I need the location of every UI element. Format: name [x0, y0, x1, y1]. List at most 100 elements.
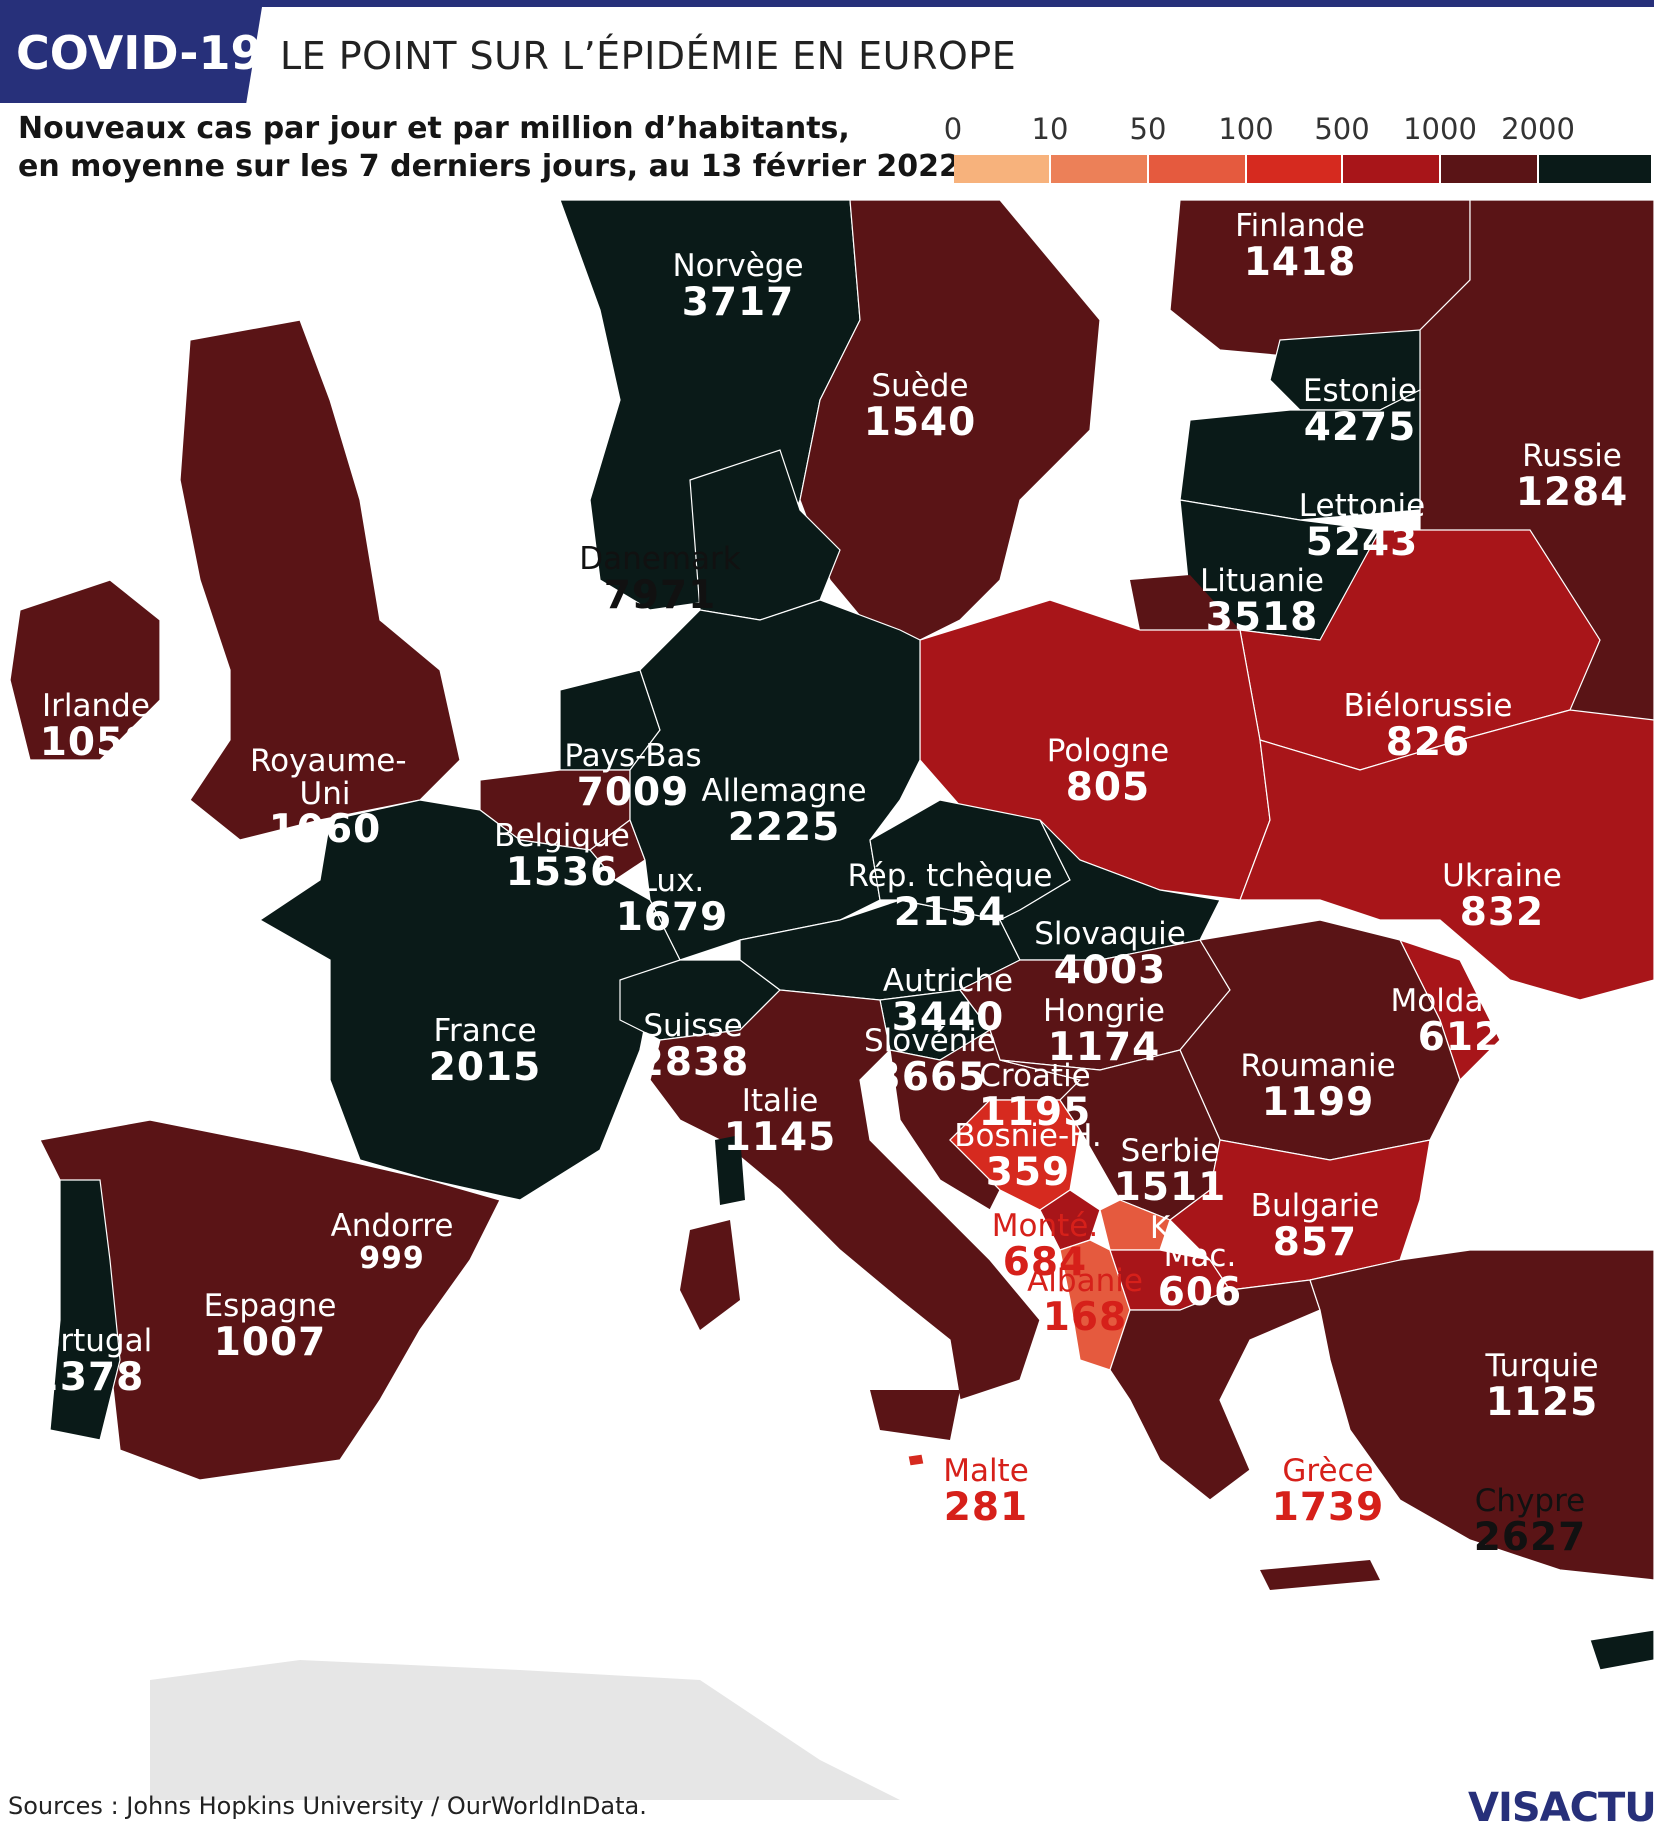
country-name: Croatie: [979, 1058, 1091, 1094]
region-corse: [715, 1135, 745, 1205]
country-name: Albanie: [1027, 1263, 1143, 1299]
country-value: 7971: [603, 572, 717, 618]
label-grece: Grèce 1739: [1272, 1455, 1385, 1528]
region-montenegro: [1039, 1189, 1101, 1251]
country-value: 7009: [576, 769, 690, 815]
source-note: Sources : Johns Hopkins University / Our…: [8, 1792, 647, 1820]
label-lituanie: Lituanie 3518: [1200, 565, 1324, 638]
country-value: 832: [1459, 889, 1545, 935]
country-name: Belgique: [494, 818, 630, 854]
region-malte: [907, 1453, 925, 1467]
label-royaume-uni: Royaume-Uni 1060: [250, 743, 407, 853]
legend-tick-2: 50: [1129, 112, 1167, 146]
country-name: Pologne: [1046, 733, 1170, 769]
legend-swatch-4: [1343, 155, 1439, 183]
label-irlande: Irlande 1058: [40, 690, 153, 763]
country-name: Turquie: [1485, 1348, 1599, 1384]
label-autriche: Autriche 3440: [883, 965, 1013, 1038]
country-name: Norvège: [672, 248, 804, 284]
label-norvege: Norvège 3717: [672, 250, 803, 323]
legend-tick-0: 0: [943, 112, 963, 146]
label-ukraine: Ukraine 832: [1442, 860, 1562, 933]
country-value: 606: [1157, 1269, 1243, 1315]
label-slovaquie: Slovaquie 4003: [1034, 918, 1186, 991]
country-name: Mac.: [1163, 1238, 1237, 1274]
country-value: 3518: [1205, 594, 1319, 640]
region-france: [258, 799, 681, 1201]
map-area: Norvège 3717 Suède 1540 Finlande 1418 Estonie 4…: [0, 200, 1654, 1800]
country-name: Finlande: [1235, 208, 1365, 244]
country-value: 1418: [1243, 239, 1357, 285]
country-name: Moldavie: [1390, 983, 1530, 1019]
country-name: Rép. tchèque: [847, 858, 1053, 894]
country-name: Lettonie: [1298, 488, 1426, 524]
region-ukraine: [1239, 709, 1654, 1001]
country-name: Danemark: [579, 541, 741, 577]
region-sicile: [870, 1390, 960, 1440]
page-title: LE POINT SUR L’ÉPIDÉMIE EN EUROPE: [280, 34, 1017, 78]
label-danemark: Danemark 7971: [579, 543, 740, 616]
country-value: 281: [943, 1484, 1029, 1530]
country-value: 805: [1065, 764, 1151, 810]
label-suede: Suède 1540: [864, 370, 977, 443]
country-name: Roumanie: [1240, 1048, 1396, 1084]
label-bielorussie: Biélorussie 826: [1344, 690, 1513, 763]
legend-tick-6: 2000: [1501, 112, 1575, 146]
country-name: Grèce: [1282, 1453, 1374, 1489]
country-value: 1195: [978, 1089, 1092, 1135]
legend-swatch-5: [1441, 155, 1537, 183]
region-sardaigne: [680, 1220, 740, 1330]
country-value: 1125: [1485, 1379, 1599, 1425]
country-value: 4003: [1053, 947, 1167, 993]
label-allemagne: Allemagne 2225: [701, 775, 866, 848]
country-value: 2015: [428, 1044, 542, 1090]
region-kosovo: [1099, 1199, 1171, 1251]
label-bosnie: Bosnie-H. 359: [954, 1120, 1102, 1193]
label-suisse: Suisse 2838: [637, 1010, 750, 1083]
region-kaliningrad: [1130, 575, 1240, 630]
country-value: 3665: [873, 1054, 987, 1100]
label-macedoine: Mac. 606: [1158, 1240, 1242, 1313]
country-value: 2154: [893, 889, 1007, 935]
legend-swatch-0: [954, 155, 1049, 183]
country-value: 999: [359, 1240, 425, 1276]
legend-swatch-6: [1539, 155, 1651, 183]
country-name: Malte: [943, 1453, 1029, 1489]
topic-badge: [0, 7, 262, 103]
label-kosovo: K.: [1150, 1212, 1180, 1245]
country-value: 1145: [723, 1114, 837, 1160]
country-value: 4275: [1303, 404, 1417, 450]
label-chypre: Chypre 2627: [1474, 1485, 1587, 1558]
label-lettonie: Lettonie 5243: [1299, 490, 1425, 563]
region-irlande: [9, 579, 161, 761]
badge-text: COVID-19: [16, 26, 263, 80]
region-portugal: [49, 1179, 121, 1441]
country-name: Lux.: [639, 863, 705, 899]
country-value: 1060: [268, 807, 382, 853]
legend-tick-1: 10: [1031, 112, 1069, 146]
country-value: 2225: [727, 804, 841, 850]
region-suede: [799, 200, 1101, 651]
label-bulgarie: Bulgarie 857: [1251, 1190, 1380, 1263]
country-name: Portugal: [23, 1323, 153, 1359]
legend-swatch-1: [1051, 155, 1147, 183]
country-value: 1739: [1271, 1484, 1385, 1530]
country-value: 1199: [1261, 1079, 1375, 1125]
label-montenegro: Monté. 684: [992, 1210, 1098, 1283]
country-name: Irlande: [42, 688, 150, 724]
label-hongrie: Hongrie 1174: [1043, 995, 1165, 1068]
country-value: 359: [985, 1149, 1071, 1195]
country-name: France: [433, 1013, 537, 1049]
country-name: Royaume-Uni: [250, 743, 407, 812]
label-lux: Lux. 1679: [616, 865, 729, 938]
top-rule: [0, 0, 1654, 7]
label-espagne: Espagne 1007: [204, 1290, 337, 1363]
country-name: Suisse: [643, 1008, 743, 1044]
label-slovenie: Slovénie 3665: [864, 1025, 996, 1098]
country-value: 684: [1002, 1239, 1088, 1285]
label-andorre: Andorre 999: [331, 1210, 454, 1274]
country-name: K.: [1149, 1210, 1181, 1246]
visactu-logo: VISACTU: [1468, 1785, 1654, 1831]
europe-map: [9, 200, 1654, 1800]
label-portugal: Portugal 2378: [24, 1325, 152, 1398]
